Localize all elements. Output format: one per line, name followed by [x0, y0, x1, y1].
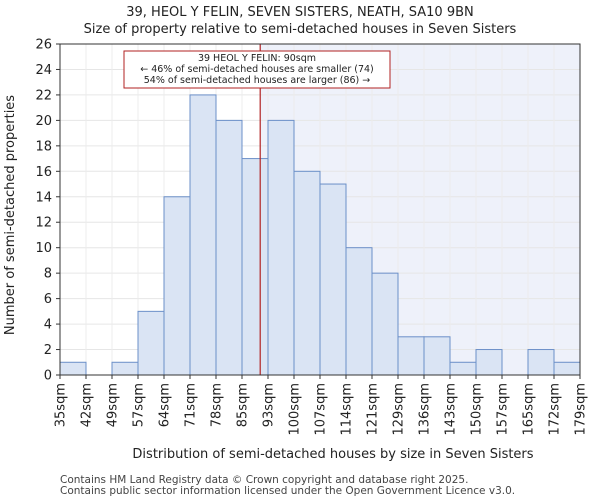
y-tick-label-13: 26 [35, 38, 52, 53]
bar-136sqm [423, 336, 451, 376]
bar-85sqm [241, 158, 269, 376]
chart-title: 39, HEOL Y FELIN, SEVEN SISTERS, NEATH, … [126, 5, 473, 20]
bar-49sqm [111, 361, 139, 376]
y-tick-label-12: 24 [35, 63, 52, 78]
bar-93sqm [267, 119, 295, 376]
x-tick-label-129sqm: 129sqm [392, 383, 407, 436]
x-tick-label-143sqm: 143sqm [444, 383, 459, 436]
y-tick-label-5: 10 [35, 241, 52, 256]
x-tick-label-136sqm: 136sqm [418, 383, 433, 436]
bar-71sqm [189, 94, 217, 376]
y-tick-label-6: 12 [35, 216, 52, 231]
x-tick-label-114sqm: 114sqm [340, 383, 355, 436]
bar-107sqm [319, 183, 347, 376]
x-tick-label-165sqm: 165sqm [522, 383, 537, 436]
annotation-box-border [123, 50, 391, 89]
x-tick-label-121sqm: 121sqm [366, 383, 381, 436]
annotation-line-smaller: ← 46% of semi-detached houses are smalle… [140, 64, 374, 75]
y-tick-label-8: 16 [35, 165, 52, 180]
y-tick-label-0: 0 [44, 369, 52, 384]
bar-143sqm [449, 361, 477, 376]
footer-copyright: Contains HM Land Registry data © Crown c… [60, 474, 468, 486]
bar-100sqm [293, 170, 321, 376]
annotation-box: 39 HEOL Y FELIN: 90sqm ← 46% of semi-det… [123, 50, 391, 89]
footer-licence: Contains public sector information licen… [60, 485, 515, 497]
chart-subtitle: Size of property relative to semi-detach… [84, 22, 517, 37]
x-tick-label-93sqm: 93sqm [262, 383, 277, 427]
bar-150sqm [475, 349, 503, 376]
x-tick-label-71sqm: 71sqm [184, 383, 199, 427]
bar-78sqm [215, 119, 243, 376]
x-tick-label-64sqm: 64sqm [158, 383, 173, 427]
y-tick-label-1: 2 [44, 343, 52, 358]
y-tick-label-10: 20 [35, 114, 52, 129]
x-axis-label: Distribution of semi-detached houses by … [132, 447, 533, 462]
x-tick-label-107sqm: 107sqm [314, 383, 329, 436]
bar-165sqm [527, 349, 555, 376]
bar-114sqm [345, 247, 373, 376]
x-tick-label-35sqm: 35sqm [54, 383, 69, 427]
x-tick-label-150sqm: 150sqm [470, 383, 485, 436]
bar-35sqm [59, 361, 87, 376]
x-tick-label-172sqm: 172sqm [548, 383, 563, 436]
y-axis-label: Number of semi-detached properties [3, 95, 18, 335]
bar-172sqm [553, 361, 581, 376]
x-tick-label-49sqm: 49sqm [106, 383, 121, 427]
x-tick-label-179sqm: 179sqm [574, 383, 589, 436]
y-tick-label-7: 14 [35, 190, 52, 205]
y-tick-label-4: 8 [44, 267, 52, 282]
bar-64sqm [163, 196, 191, 376]
x-tick-label-42sqm: 42sqm [80, 383, 95, 427]
x-tick-label-100sqm: 100sqm [288, 383, 303, 436]
y-tick-label-11: 22 [35, 88, 52, 103]
y-tick-label-3: 6 [44, 292, 52, 307]
x-tick-label-157sqm: 157sqm [496, 383, 511, 436]
bar-129sqm [397, 336, 425, 376]
x-tick-label-85sqm: 85sqm [236, 383, 251, 427]
annotation-line-property: 39 HEOL Y FELIN: 90sqm [198, 53, 316, 64]
bar-57sqm [137, 310, 165, 376]
x-tick-label-57sqm: 57sqm [132, 383, 147, 427]
y-tick-label-9: 18 [35, 139, 52, 154]
annotation-line-larger: 54% of semi-detached houses are larger (… [144, 75, 371, 86]
x-tick-label-78sqm: 78sqm [210, 383, 225, 427]
bar-121sqm [371, 272, 399, 376]
y-tick-label-2: 4 [44, 318, 52, 333]
